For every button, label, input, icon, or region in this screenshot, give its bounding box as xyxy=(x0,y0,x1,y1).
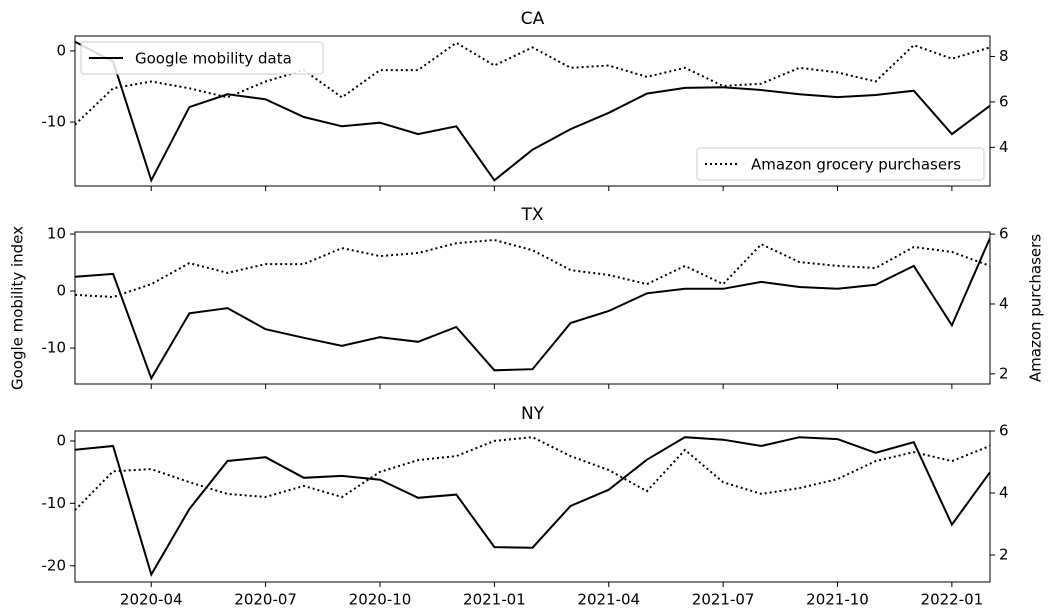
series-line xyxy=(75,238,990,299)
y-tick-label: 10 xyxy=(47,224,66,242)
y2-tick-label: 4 xyxy=(999,484,1009,502)
axes-frame xyxy=(74,35,991,187)
y2-tick-label: 6 xyxy=(999,92,1009,110)
panel-title: TX xyxy=(520,205,543,225)
series-line xyxy=(75,237,990,381)
panel-title: CA xyxy=(521,9,545,29)
y2-axis-label: Amazon purchasers xyxy=(1027,234,1045,382)
x-tick-label: 2020-10 xyxy=(349,591,412,609)
legend-label: Google mobility data xyxy=(135,50,292,68)
y-tick-label: 0 xyxy=(56,282,66,300)
y2-tick-label: 2 xyxy=(999,546,1009,564)
x-tick-label: 2021-07 xyxy=(692,591,755,609)
y2-tick-label: 4 xyxy=(999,138,1009,156)
y2-tick-label: 2 xyxy=(999,364,1009,382)
y-tick-label: -20 xyxy=(42,556,67,574)
series-line xyxy=(75,436,990,511)
x-tick-label: 2021-10 xyxy=(806,591,869,609)
x-tick-label: 2021-01 xyxy=(463,591,526,609)
legend-box xyxy=(80,41,324,75)
y-tick-label: -10 xyxy=(42,494,67,512)
panel-title: NY xyxy=(521,404,545,424)
y-tick-label: -10 xyxy=(42,339,67,357)
legend-box xyxy=(696,147,985,181)
axes-frame xyxy=(74,430,991,583)
y-tick-label: -10 xyxy=(42,113,67,131)
y2-tick-label: 4 xyxy=(999,294,1009,312)
series-line xyxy=(75,41,990,126)
series-line xyxy=(75,436,990,578)
y-axis-label: Google mobility index xyxy=(9,226,27,390)
y-tick-label: 0 xyxy=(56,41,66,59)
y2-tick-label: 8 xyxy=(999,47,1009,65)
series-line xyxy=(75,40,990,183)
y2-tick-label: 6 xyxy=(999,422,1009,440)
axes-frame xyxy=(74,231,991,385)
x-tick-label: 2020-04 xyxy=(120,591,183,609)
x-tick-label: 2021-04 xyxy=(577,591,640,609)
legend-label: Amazon grocery purchasers xyxy=(751,156,961,174)
x-tick-label: 2022-01 xyxy=(921,591,984,609)
y-tick-label: 0 xyxy=(56,431,66,449)
y2-tick-label: 6 xyxy=(999,225,1009,243)
x-tick-label: 2020-07 xyxy=(234,591,297,609)
